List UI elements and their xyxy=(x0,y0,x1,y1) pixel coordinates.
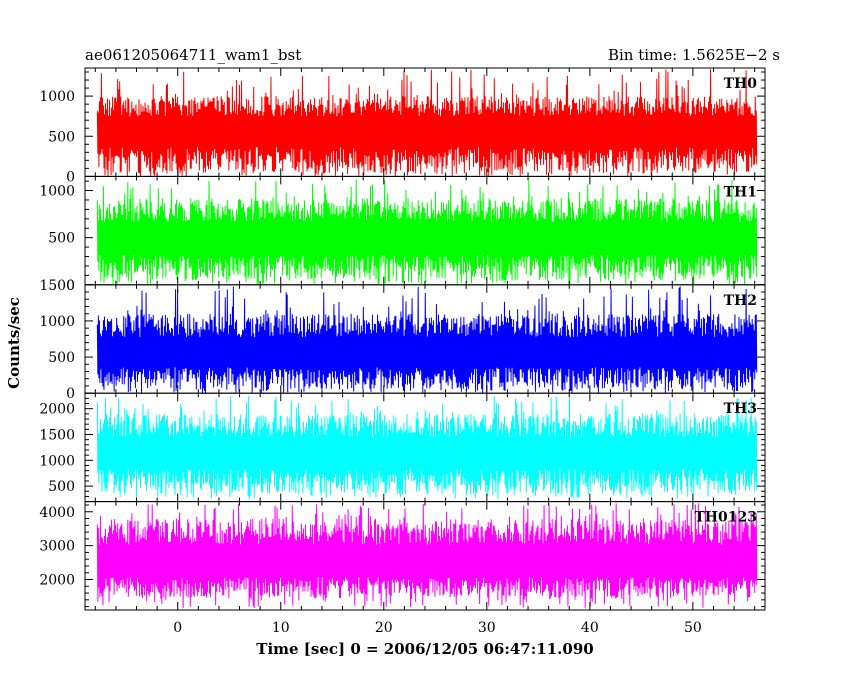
series-line-th2 xyxy=(96,286,758,394)
y-tick-label: 1000 xyxy=(39,314,75,330)
x-tick-label: 0 xyxy=(173,620,182,636)
y-tick-label: 0 xyxy=(66,386,75,402)
panel-th0: 0 500 1000 TH0 xyxy=(39,67,766,185)
series-label-th2: TH2 xyxy=(724,293,757,309)
series-label-th0: TH0 xyxy=(724,76,758,92)
y-axis-title: Counts/sec xyxy=(5,297,23,389)
panel-th1: 0 500 1000 TH1 xyxy=(39,175,766,294)
series-line-th0123 xyxy=(96,503,758,609)
series-line-th0 xyxy=(96,69,758,177)
y-tick-label: 1500 xyxy=(39,278,75,294)
bin-time-label: Bin time: 1.5625E−2 s xyxy=(608,46,780,64)
y-tick-label: 500 xyxy=(48,231,75,247)
y-tick-label: 500 xyxy=(48,479,75,495)
y-tick-label: 4000 xyxy=(39,505,75,521)
series-line-th1 xyxy=(96,179,758,285)
y-tick-label: 500 xyxy=(48,350,75,366)
series-line-th3 xyxy=(96,396,758,499)
x-axis: 0 10 20 30 40 50 xyxy=(173,620,702,636)
y-tick-label: 1500 xyxy=(39,427,75,443)
y-tick-label: 3000 xyxy=(39,539,75,555)
panel-th2: 0 500 1000 1500 TH2 xyxy=(39,278,766,402)
y-tick-label: 1000 xyxy=(39,453,75,469)
series-label-th0123: TH0123 xyxy=(694,510,757,526)
panels: 0 500 1000 TH0 0 500 1000 TH1 0 500 1000 1500 TH2 500… xyxy=(39,67,766,611)
series-label-th1: TH1 xyxy=(724,184,757,200)
y-tick-label: 2000 xyxy=(39,573,75,589)
y-tick-label: 0 xyxy=(66,169,75,185)
y-tick-label: 1000 xyxy=(39,89,75,105)
series-label-th3: TH3 xyxy=(724,401,757,417)
y-tick-label: 2000 xyxy=(39,402,75,418)
panel-th3: 500 1000 1500 2000 TH3 xyxy=(39,392,766,503)
x-tick-label: 40 xyxy=(581,620,599,636)
y-tick-label: 1000 xyxy=(39,184,75,200)
x-tick-label: 10 xyxy=(272,620,290,636)
x-tick-label: 50 xyxy=(684,620,702,636)
y-tick-label: 500 xyxy=(48,129,75,145)
x-tick-label: 20 xyxy=(375,620,393,636)
panel-th0123: 2000 3000 4000 TH0123 xyxy=(39,501,766,611)
x-tick-label: 30 xyxy=(478,620,496,636)
y-tick-label: 0 xyxy=(66,278,75,294)
x-axis-title: Time [sec] 0 = 2006/12/05 06:47:11.090 xyxy=(256,640,593,658)
plot-title: ae061205064711_wam1_bst xyxy=(85,46,301,64)
